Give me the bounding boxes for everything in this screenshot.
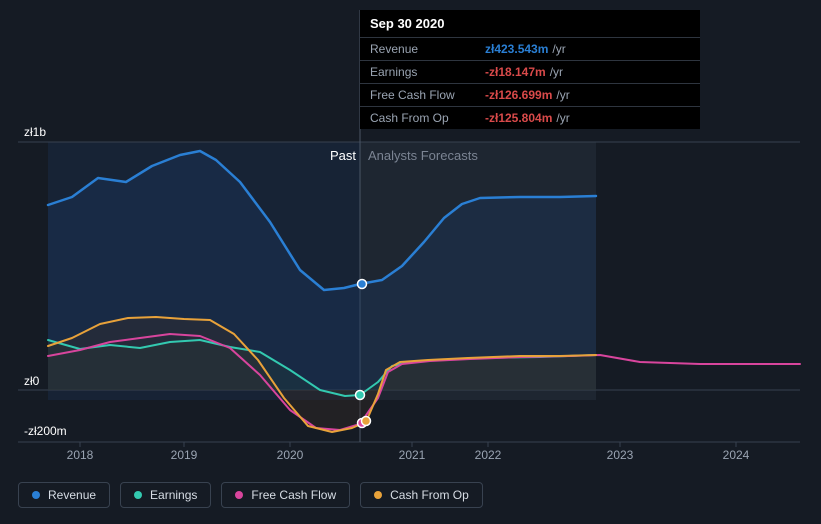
x-axis-tick: 2021	[399, 448, 426, 462]
chart-tooltip: Sep 30 2020 Revenuezł423.543m/yrEarnings…	[360, 10, 700, 129]
x-axis-tick: 2023	[607, 448, 634, 462]
legend-item-earnings[interactable]: Earnings	[120, 482, 211, 508]
tooltip-metric-value: -zł126.699m	[485, 88, 552, 102]
tooltip-metric-value: zł423.543m	[485, 42, 548, 56]
x-axis-tick: 2022	[475, 448, 502, 462]
tooltip-metric-label: Earnings	[370, 65, 485, 79]
legend-label: Earnings	[150, 488, 197, 502]
legend-item-revenue[interactable]: Revenue	[18, 482, 110, 508]
tooltip-metric-label: Free Cash Flow	[370, 88, 485, 102]
past-region-label: Past	[330, 148, 356, 163]
x-axis-tick: 2024	[723, 448, 750, 462]
x-axis-tick: 2019	[171, 448, 198, 462]
tooltip-metric-unit: /yr	[550, 65, 563, 79]
tooltip-metric-label: Cash From Op	[370, 111, 485, 125]
tooltip-metric-unit: /yr	[552, 42, 565, 56]
legend-label: Cash From Op	[390, 488, 469, 502]
tooltip-row: Cash From Op-zł125.804m/yr	[360, 107, 700, 129]
legend-dot-icon	[374, 491, 382, 499]
tooltip-metric-value: -zł18.147m	[485, 65, 546, 79]
tooltip-metric-value: -zł125.804m	[485, 111, 552, 125]
x-axis-tick: 2018	[67, 448, 94, 462]
tooltip-date: Sep 30 2020	[360, 10, 700, 38]
legend-dot-icon	[134, 491, 142, 499]
legend-dot-icon	[32, 491, 40, 499]
tooltip-metric-unit: /yr	[556, 88, 569, 102]
tooltip-row: Earnings-zł18.147m/yr	[360, 61, 700, 84]
forecast-region-label: Analysts Forecasts	[368, 148, 478, 163]
x-axis-tick: 2020	[277, 448, 304, 462]
legend-item-cfo[interactable]: Cash From Op	[360, 482, 483, 508]
legend-dot-icon	[235, 491, 243, 499]
financials-chart: zł1b zł0 -zł200m 2018 2019 2020 2021 2022 2023 2…	[0, 0, 821, 524]
tooltip-row: Revenuezł423.543m/yr	[360, 38, 700, 61]
y-axis-tick: -zł200m	[24, 424, 67, 438]
tooltip-metric-label: Revenue	[370, 42, 485, 56]
y-axis-tick: zł1b	[24, 125, 46, 139]
legend-label: Revenue	[48, 488, 96, 502]
tooltip-metric-unit: /yr	[556, 111, 569, 125]
chart-legend: Revenue Earnings Free Cash Flow Cash From O…	[18, 482, 483, 508]
legend-label: Free Cash Flow	[251, 488, 336, 502]
y-axis-tick: zł0	[24, 374, 39, 388]
tooltip-row: Free Cash Flow-zł126.699m/yr	[360, 84, 700, 107]
legend-item-fcf[interactable]: Free Cash Flow	[221, 482, 350, 508]
